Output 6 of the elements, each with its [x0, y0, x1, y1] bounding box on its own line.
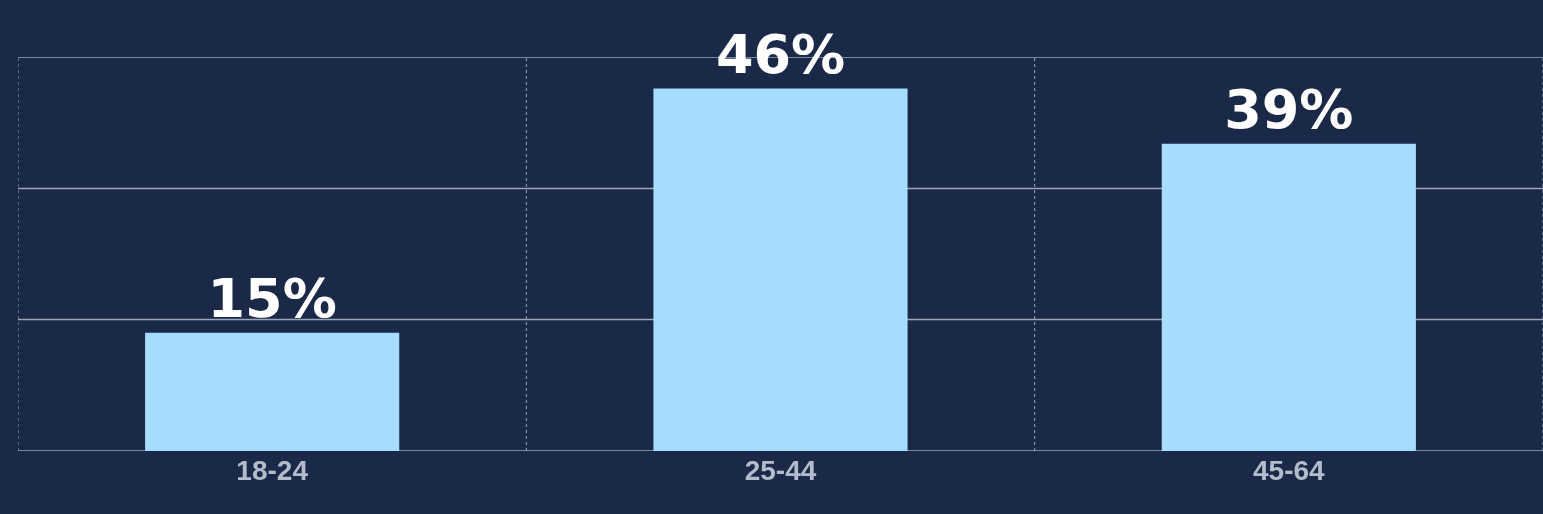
x-tick-label: 25-44 — [744, 455, 817, 486]
x-tick-label: 45-64 — [1253, 455, 1326, 486]
x-tick-label: 18-24 — [236, 455, 309, 486]
data-label: 46% — [715, 22, 846, 86]
data-label: 39% — [1224, 77, 1354, 141]
data-label: 15% — [207, 266, 337, 330]
